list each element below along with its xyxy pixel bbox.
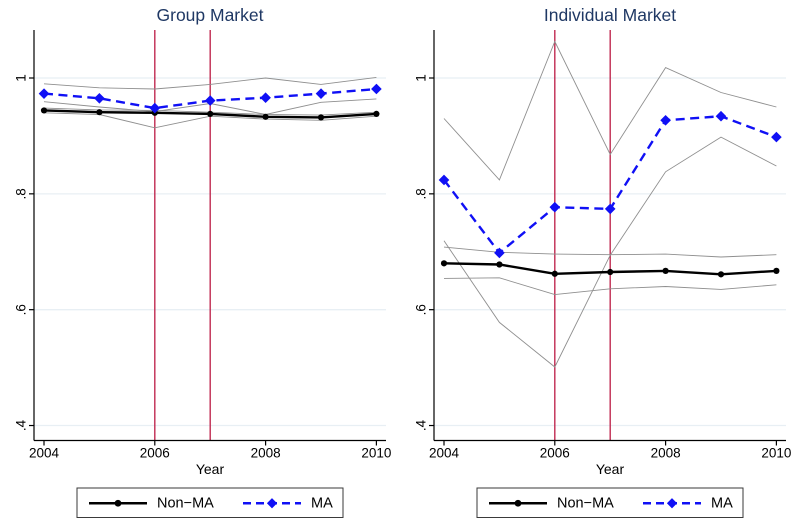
- x-tick-label: 2008: [651, 446, 681, 461]
- marker-circle-non-ma: [40, 107, 48, 114]
- marker-diamond-ma: [38, 88, 50, 99]
- marker-diamond-ma: [371, 83, 382, 95]
- marker-diamond-ma: [494, 247, 505, 259]
- ci-line-ma-ci-upper: [43, 76, 377, 90]
- legend-marker-ma: [266, 498, 278, 509]
- marker-diamond-ma: [315, 88, 327, 99]
- x-tick-label: 2004: [429, 446, 460, 461]
- y-tick-label: .4: [414, 419, 429, 431]
- x-tick-label: 2008: [251, 446, 281, 461]
- y-tick-label: .6: [14, 304, 29, 315]
- ci-line-ma-ci-lower: [443, 136, 777, 368]
- marker-diamond-ma: [604, 203, 616, 215]
- x-tick-label: 2010: [361, 446, 391, 461]
- ci-line-non-ma-ci-lower: [443, 277, 777, 296]
- marker-diamond-ma: [149, 102, 161, 114]
- marker-circle-non-ma: [373, 110, 380, 118]
- y-tick-label: .4: [14, 419, 29, 431]
- y-tick-label: .6: [414, 304, 429, 315]
- panel-title-group-market: Group Market: [157, 5, 264, 25]
- marker-circle-non-ma: [551, 270, 558, 277]
- panel-title-individual-market: Individual Market: [544, 5, 676, 25]
- legend-label-non-ma: Non−MA: [557, 495, 614, 511]
- legend-label-ma: MA: [711, 495, 733, 511]
- x-tick-label: 2006: [140, 446, 170, 461]
- legend-label-non-ma: Non−MA: [157, 495, 214, 511]
- marker-diamond-ma: [438, 174, 450, 186]
- marker-circle-non-ma: [96, 109, 103, 116]
- x-axis-title: Year: [196, 461, 225, 477]
- marker-circle-non-ma: [496, 261, 503, 268]
- marker-circle-non-ma: [662, 267, 669, 274]
- marker-circle-non-ma: [262, 113, 269, 120]
- marker-circle-non-ma: [717, 271, 725, 278]
- marker-diamond-ma: [771, 131, 782, 143]
- y-tick-label: 1: [414, 74, 429, 82]
- x-tick-label: 2006: [540, 446, 570, 461]
- y-tick-label: .8: [14, 188, 29, 199]
- y-tick-label: 1: [14, 74, 29, 82]
- legend-label-ma: MA: [311, 495, 333, 511]
- legend-marker-non-ma: [114, 499, 122, 507]
- group-market-chart: Group Market .4 .6 .8 1 2004 2006 2008 2010 Year N…: [14, 5, 391, 518]
- marker-circle-non-ma: [317, 114, 325, 121]
- x-axis-title: Year: [596, 461, 625, 477]
- marker-diamond-ma: [660, 114, 671, 126]
- marker-circle-non-ma: [773, 267, 780, 274]
- marker-circle-non-ma: [440, 260, 448, 267]
- x-tick-label: 2004: [29, 446, 60, 461]
- ci-line-ma-ci-upper: [443, 40, 777, 181]
- marker-diamond-ma: [204, 95, 216, 106]
- marker-diamond-ma: [549, 201, 561, 213]
- x-tick-label: 2010: [761, 446, 791, 461]
- marker-circle-non-ma: [607, 268, 614, 276]
- marker-circle-non-ma: [207, 110, 214, 118]
- legend-marker-ma: [666, 498, 678, 509]
- y-tick-label: .8: [414, 188, 429, 199]
- marker-diamond-ma: [94, 92, 105, 104]
- legend-marker-non-ma: [514, 499, 522, 507]
- marker-diamond-ma: [715, 110, 727, 122]
- individual-market-chart: Individual Market .4 .6 .8 1 2004 2006 2008 2010…: [414, 5, 791, 518]
- marker-diamond-ma: [260, 92, 271, 104]
